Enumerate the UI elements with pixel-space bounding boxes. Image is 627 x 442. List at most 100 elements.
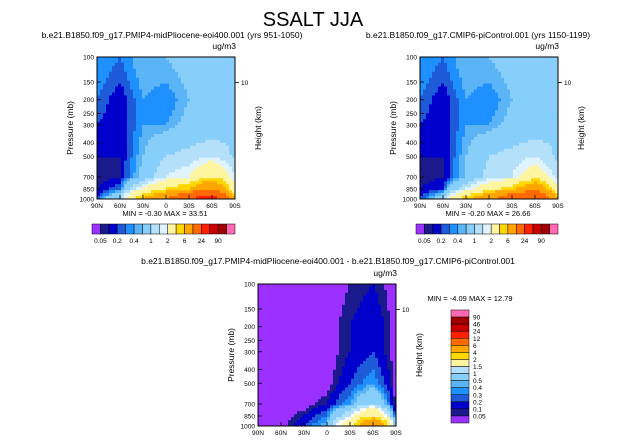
contour-cell bbox=[97, 169, 101, 173]
contour-cell bbox=[196, 151, 200, 156]
contour-cell bbox=[450, 151, 454, 156]
contour-cell bbox=[181, 122, 185, 126]
contour-cell bbox=[226, 196, 230, 200]
contour-cell bbox=[202, 119, 206, 123]
contour-cell bbox=[423, 130, 427, 135]
contour-cell bbox=[169, 163, 173, 167]
contour-cell bbox=[510, 187, 514, 191]
contour-cell bbox=[297, 298, 301, 303]
contour-cell bbox=[133, 86, 137, 90]
contour-cell bbox=[555, 154, 559, 158]
contour-cell bbox=[498, 196, 502, 200]
contour-cell bbox=[426, 175, 430, 179]
contour-cell bbox=[154, 116, 158, 120]
contour-cell bbox=[483, 130, 487, 135]
contour-cell bbox=[525, 142, 529, 147]
contour-cell bbox=[181, 65, 185, 70]
contour-cell bbox=[106, 151, 110, 156]
colorbar-swatch bbox=[175, 223, 185, 235]
contour-cell bbox=[264, 292, 268, 297]
contour-cell bbox=[106, 125, 110, 129]
contour-cell bbox=[522, 163, 526, 167]
contour-cell bbox=[205, 92, 209, 96]
contour-cell bbox=[471, 57, 475, 61]
contour-cell bbox=[291, 301, 295, 306]
contour-cell bbox=[495, 83, 499, 87]
y-tick-label: 300 bbox=[406, 122, 417, 129]
contour-cell bbox=[546, 62, 550, 67]
contour-cell bbox=[136, 98, 140, 102]
contour-cell bbox=[489, 196, 493, 200]
contour-cell bbox=[211, 83, 215, 87]
contour-cell bbox=[519, 62, 523, 67]
contour-cell bbox=[372, 284, 376, 288]
contour-cell bbox=[459, 169, 463, 173]
contour-cell bbox=[97, 130, 101, 135]
contour-cell bbox=[112, 154, 116, 158]
contour-cell bbox=[501, 190, 505, 194]
contour-cell bbox=[531, 166, 535, 170]
contour-cell bbox=[175, 193, 179, 197]
contour-cell bbox=[217, 157, 221, 161]
contour-cell bbox=[217, 133, 221, 138]
contour-cell bbox=[555, 157, 559, 161]
contour-cell bbox=[133, 77, 137, 82]
contour-cell bbox=[258, 304, 262, 309]
contour-cell bbox=[471, 160, 475, 164]
contour-cell bbox=[124, 113, 128, 117]
contour-cell bbox=[148, 169, 152, 173]
colorbar-label: 2 bbox=[489, 238, 493, 245]
contour-cell bbox=[501, 160, 505, 164]
contour-cell bbox=[193, 101, 197, 105]
contour-cell bbox=[169, 101, 173, 105]
contour-cell bbox=[363, 304, 367, 309]
y-tick-label: 1000 bbox=[80, 197, 95, 204]
contour-cell bbox=[184, 104, 188, 108]
contour-cell bbox=[166, 74, 170, 79]
contour-cell bbox=[432, 68, 436, 73]
contour-cell bbox=[381, 284, 385, 288]
contour-cell bbox=[121, 98, 125, 102]
contour-cell bbox=[145, 160, 149, 164]
contour-cell bbox=[142, 71, 146, 76]
contour-cell bbox=[456, 181, 460, 185]
contour-cell bbox=[172, 145, 176, 150]
contour-cell bbox=[474, 151, 478, 156]
contour-cell bbox=[510, 139, 514, 144]
contour-cell bbox=[438, 196, 442, 200]
contour-cell bbox=[504, 119, 508, 123]
contour-cell bbox=[465, 119, 469, 123]
contour-cell bbox=[366, 295, 370, 300]
contour-cell bbox=[540, 142, 544, 147]
contour-cell bbox=[477, 57, 481, 61]
contour-cell bbox=[549, 175, 553, 179]
contour-cell bbox=[537, 113, 541, 117]
contour-cell bbox=[528, 83, 532, 87]
contour-cell bbox=[516, 181, 520, 185]
contour-cell bbox=[130, 57, 134, 61]
contour-cell bbox=[214, 184, 218, 188]
contour-cell bbox=[163, 128, 167, 132]
contour-cell bbox=[226, 107, 230, 111]
contour-cell bbox=[133, 142, 137, 147]
contour-cell bbox=[208, 142, 212, 147]
contour-cell bbox=[498, 193, 502, 197]
contour-cell bbox=[136, 122, 140, 126]
contour-cell bbox=[142, 175, 146, 179]
contour-cell bbox=[139, 160, 143, 164]
contour-cell bbox=[109, 68, 113, 73]
contour-cell bbox=[513, 184, 517, 188]
contour-cell bbox=[139, 89, 143, 93]
contour-cell bbox=[184, 113, 188, 117]
contour-cell bbox=[423, 151, 427, 156]
contour-cell bbox=[435, 175, 439, 179]
contour-cell bbox=[459, 122, 463, 126]
contour-cell bbox=[420, 128, 424, 132]
contour-cell bbox=[166, 133, 170, 138]
contour-cell bbox=[549, 133, 553, 138]
contour-cell bbox=[504, 193, 508, 197]
contour-cell bbox=[160, 62, 164, 67]
contour-cell bbox=[525, 154, 529, 158]
contour-cell bbox=[432, 86, 436, 90]
contour-cell bbox=[435, 193, 439, 197]
